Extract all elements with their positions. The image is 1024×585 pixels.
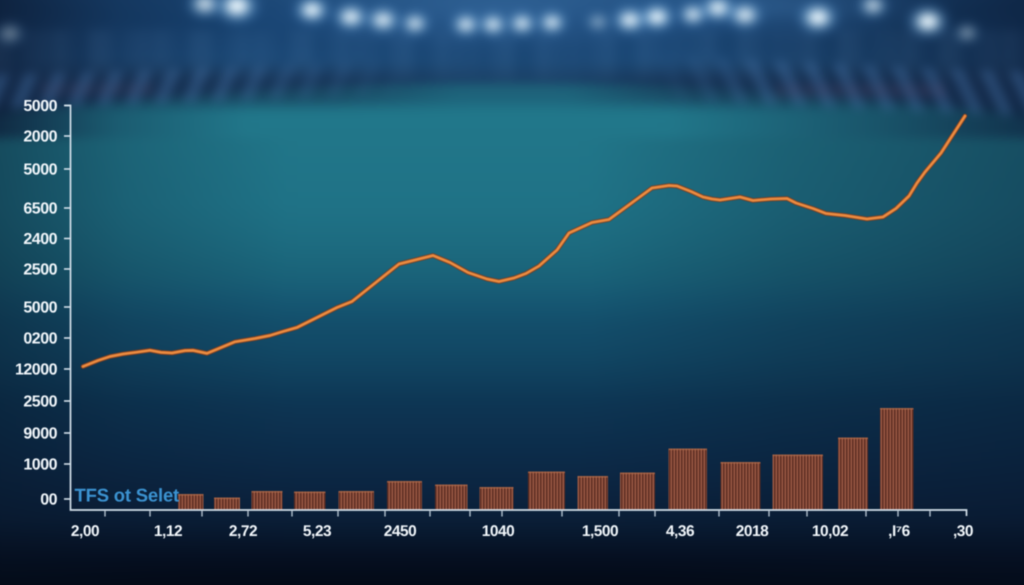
svg-text:12000: 12000 [15, 362, 58, 379]
svg-text:1,12: 1,12 [154, 523, 182, 540]
svg-text:,30: ,30 [953, 523, 973, 540]
svg-text:1040: 1040 [482, 523, 514, 540]
svg-text:1,500: 1,500 [582, 523, 618, 540]
svg-text:2400: 2400 [23, 231, 57, 248]
svg-text:9000: 9000 [23, 426, 57, 443]
svg-text:5,23: 5,23 [303, 523, 332, 540]
svg-text:5000: 5000 [23, 300, 57, 317]
svg-text:2,72: 2,72 [229, 523, 257, 540]
svg-text:10,02: 10,02 [812, 523, 848, 540]
svg-text:4,36: 4,36 [666, 523, 695, 540]
svg-text:5000: 5000 [23, 98, 57, 115]
svg-text:2018: 2018 [736, 523, 769, 540]
svg-text:2,00: 2,00 [71, 523, 99, 540]
svg-text:0200: 0200 [23, 331, 57, 348]
svg-text:2000: 2000 [23, 129, 57, 146]
svg-text:2500: 2500 [23, 262, 57, 279]
svg-text:2450: 2450 [384, 523, 416, 540]
svg-text:1000: 1000 [23, 457, 57, 474]
svg-text:2500: 2500 [23, 394, 57, 411]
svg-text:00: 00 [40, 492, 57, 509]
svg-text:,I⁷6: ,I⁷6 [888, 523, 911, 540]
svg-text:5000: 5000 [23, 162, 57, 179]
svg-text:TFS ot Selet: TFS ot Selet [75, 485, 180, 506]
svg-text:6500: 6500 [23, 201, 57, 218]
